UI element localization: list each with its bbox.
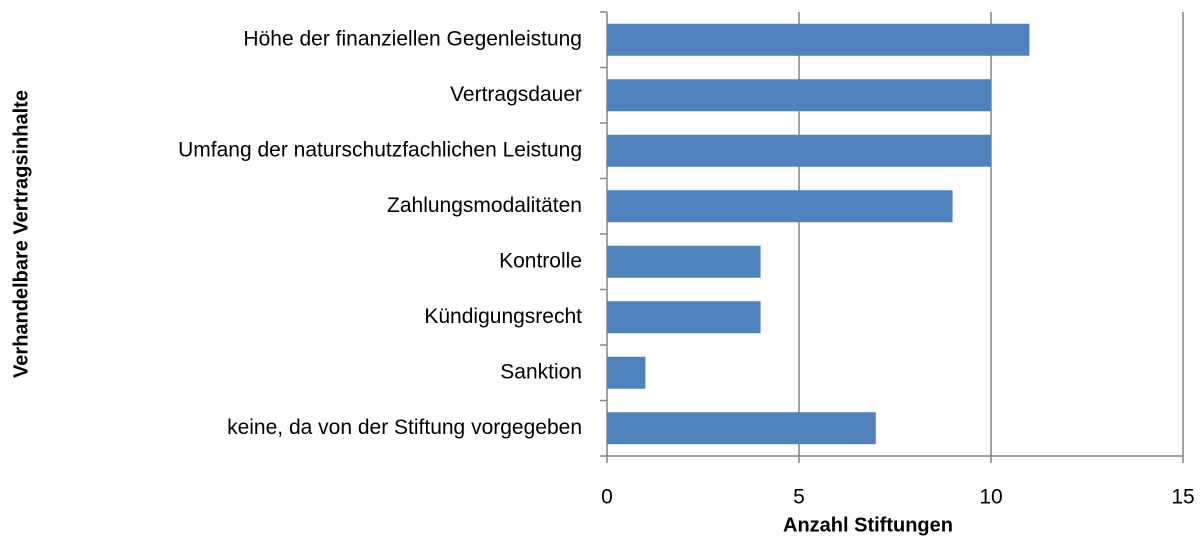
bar [607,301,761,334]
y-tick-label: Umfang der naturschutzfachlichen Leistun… [178,138,582,161]
y-axis-title: Verhandelbare Vertragsinhalte [10,90,32,378]
bar [607,134,991,167]
x-tick-label: 5 [793,486,805,509]
y-tick-label: Zahlungsmodalitäten [387,194,582,217]
x-axis-title: Anzahl Stiftungen [783,514,953,536]
y-tick-label: Vertragsdauer [450,83,582,106]
x-tick-label: 10 [979,486,1002,509]
x-tick-label: 15 [1171,486,1194,509]
bar [607,190,953,223]
y-tick-label: Kontrolle [499,249,582,272]
bar [607,356,646,389]
y-tick-label: Kündigungsrecht [424,305,582,328]
bar [607,245,761,278]
bar [607,412,876,445]
bar [607,79,991,112]
y-tick-label: Sanktion [500,360,582,383]
y-tick-label: Höhe der finanziellen Gegenleistung [243,27,582,50]
bar [607,23,1030,56]
y-tick-label: keine, da von der Stiftung vorgegeben [227,416,582,439]
x-tick-label: 0 [601,486,613,509]
